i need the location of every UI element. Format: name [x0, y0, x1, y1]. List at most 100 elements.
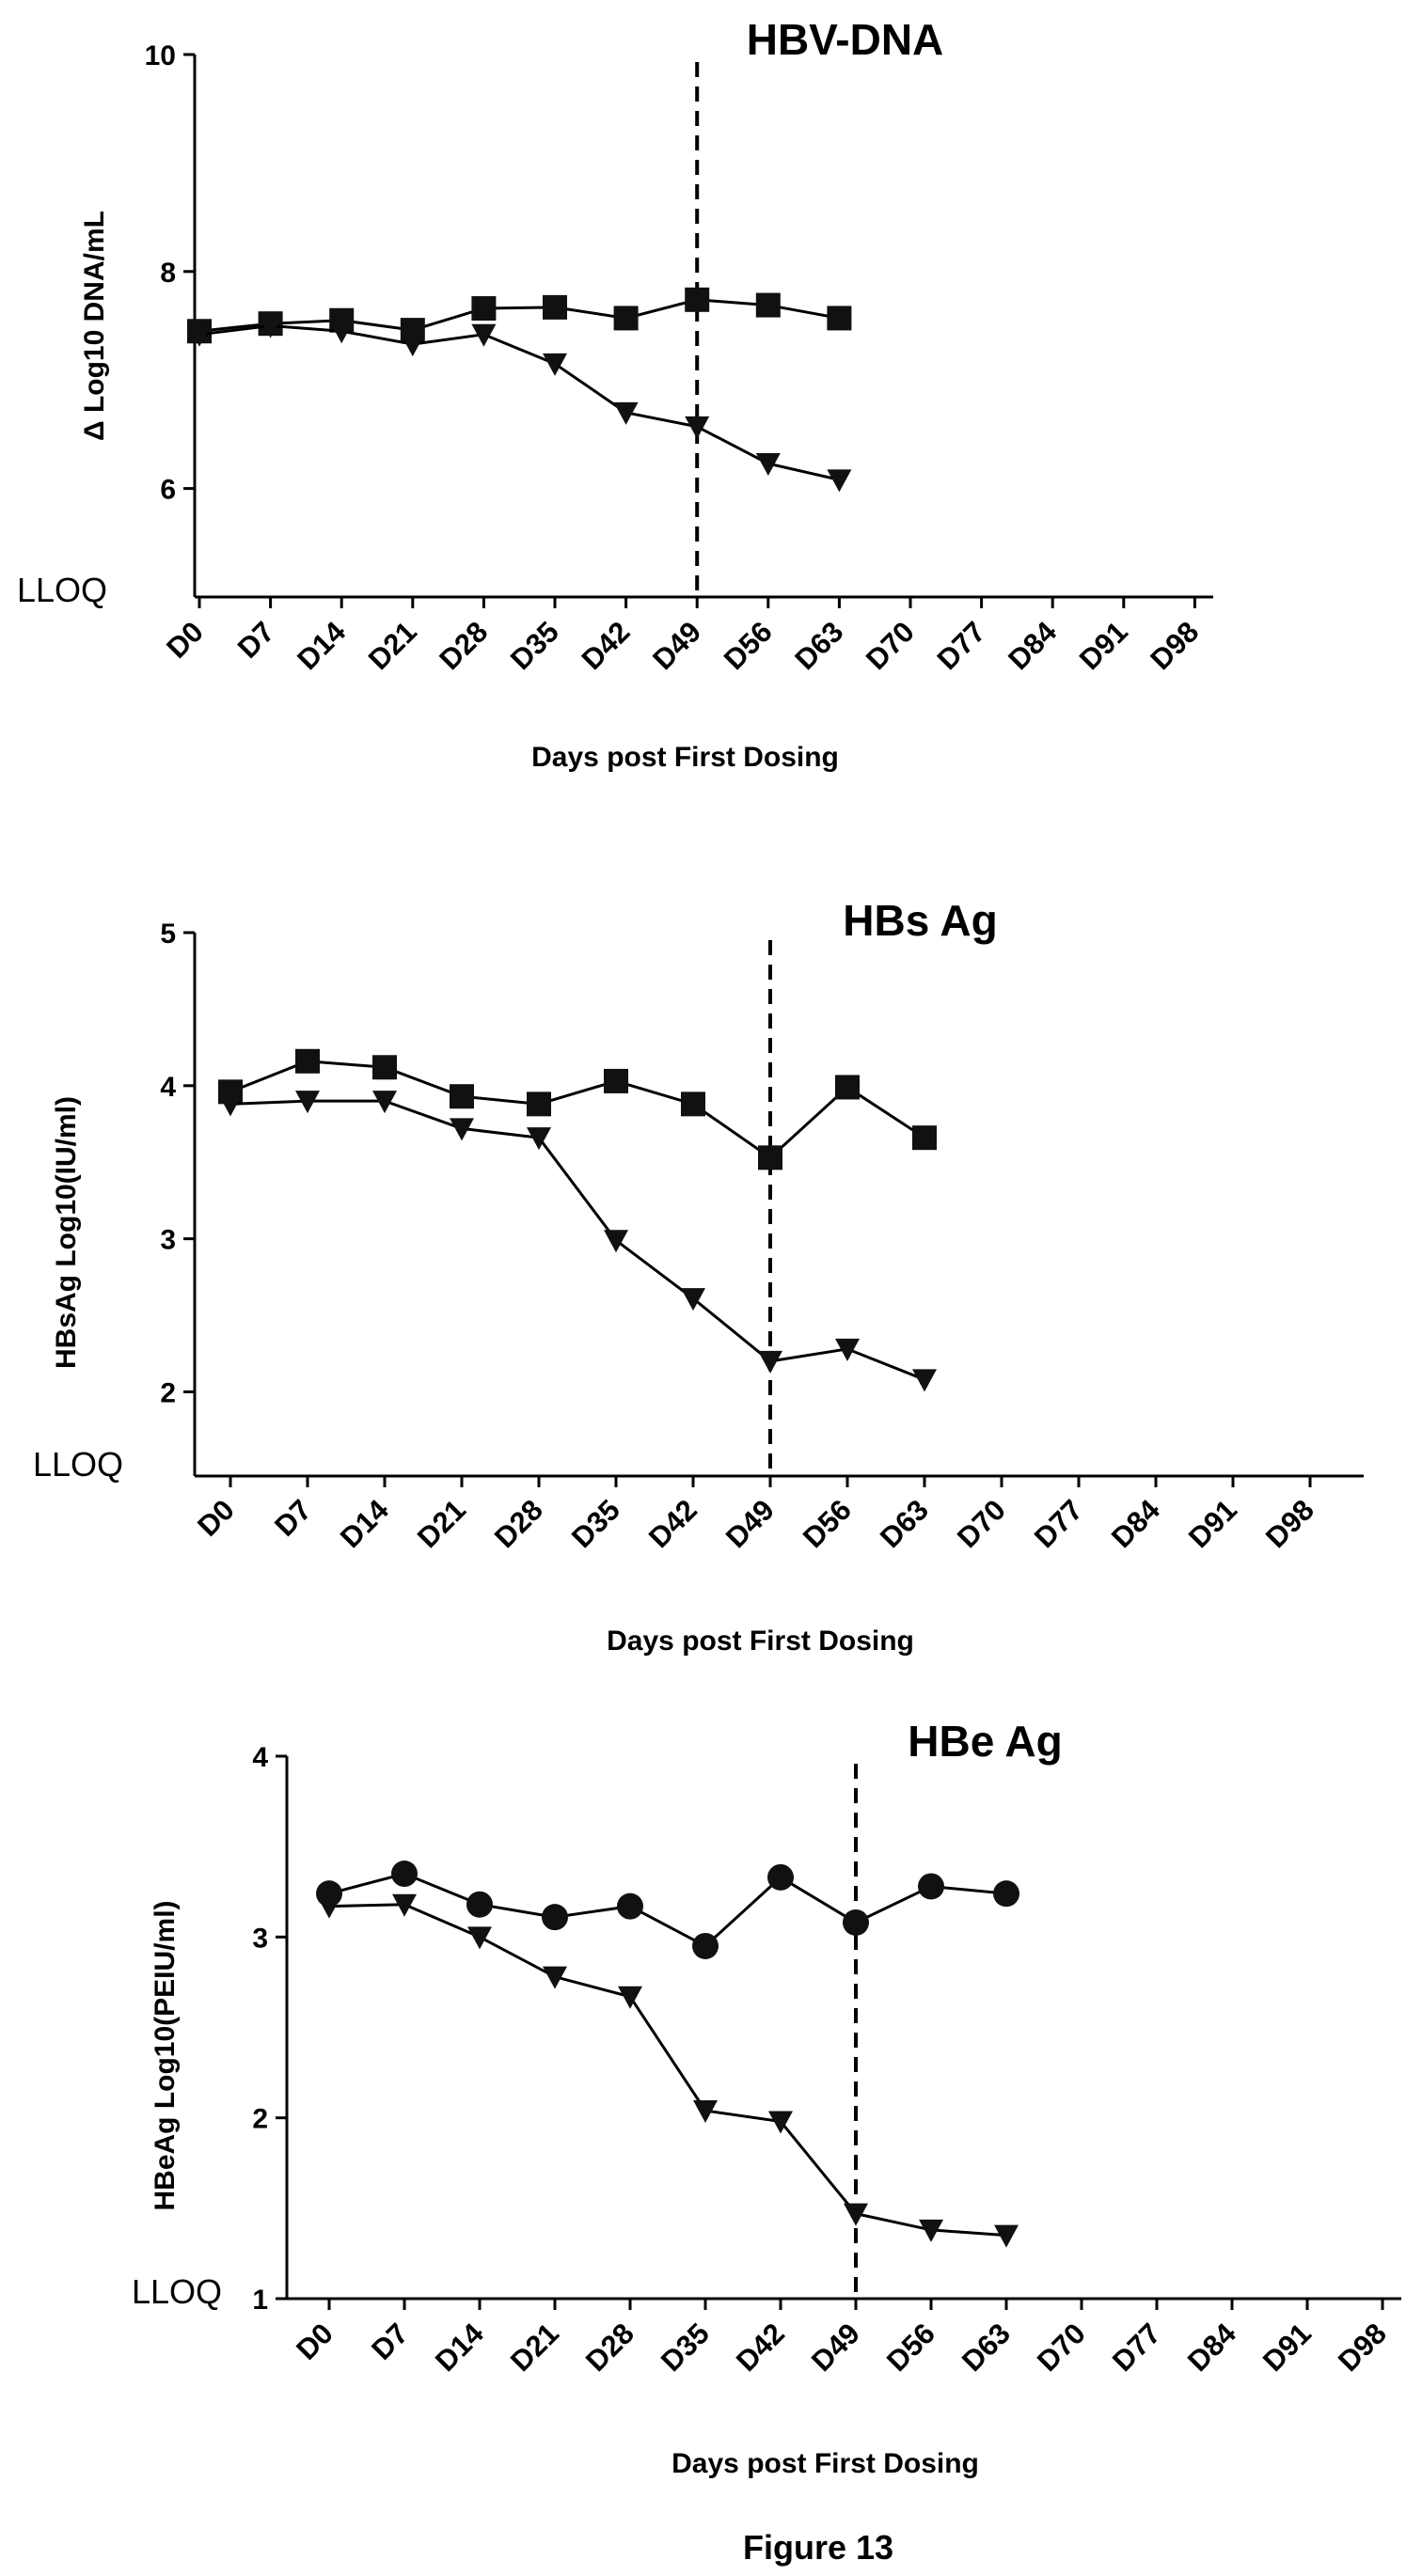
- data-point-triangle: [471, 323, 497, 347]
- data-point-square: [295, 1048, 320, 1074]
- x-tick-label: D7: [365, 2317, 415, 2366]
- chart-1: 6 8 10 D0 D7 D14 D21 D28 D35 D42 D49 D56 D63 D70 D77 D8…: [17, 15, 1213, 773]
- x-tick-label: D84: [1002, 615, 1063, 676]
- data-point-triangle: [827, 469, 852, 493]
- x-tick-label: D14: [429, 2317, 490, 2378]
- x-tick-label: D35: [504, 615, 565, 676]
- data-point-triangle: [768, 2111, 793, 2134]
- y-tick-label: 3: [160, 1225, 176, 1256]
- data-point-triangle: [755, 453, 781, 477]
- chart-title: HBV-DNA: [747, 15, 944, 64]
- data-point-triangle: [994, 2224, 1019, 2248]
- data-point-triangle: [681, 1288, 705, 1312]
- x-tick-label: D42: [576, 615, 637, 676]
- data-point-triangle: [317, 1895, 341, 1919]
- lloq-label: LLOQ: [33, 1445, 123, 1484]
- data-point-square: [758, 1145, 782, 1170]
- y-axis-label: HBsAg Log10(IU/ml): [51, 1096, 82, 1369]
- data-point-square: [835, 1075, 860, 1100]
- data-point-triangle: [467, 1926, 492, 1950]
- x-tick-label: D14: [291, 615, 352, 676]
- data-point-circle: [542, 1904, 568, 1931]
- data-point-square: [543, 294, 567, 320]
- y-tick-label: 4: [252, 1742, 268, 1773]
- data-point-circle: [391, 1861, 418, 1888]
- chart-3: 1 2 3 4 D0 D7 D14 D21 D28 D35 D42 D49 D56 D63 D70 D77 D8…: [132, 1717, 1401, 2479]
- data-point-triangle: [450, 1118, 474, 1141]
- data-point-square: [827, 306, 852, 331]
- x-tick-label: D70: [860, 615, 921, 676]
- data-point-square: [527, 1092, 551, 1117]
- x-tick-label: D42: [730, 2317, 791, 2378]
- data-point-triangle: [912, 1369, 937, 1392]
- x-tick-label: D84: [1105, 1493, 1166, 1554]
- data-point-triangle: [400, 334, 425, 357]
- x-tick-label: D35: [565, 1493, 626, 1554]
- series-line-1: [229, 1060, 925, 1160]
- x-tick-label: D28: [488, 1493, 549, 1554]
- x-tick-label: D0: [160, 615, 210, 665]
- y-axis-label: HBeAg Log10(PEIU/ml): [150, 1900, 181, 2210]
- y-tick-label: 8: [160, 258, 176, 289]
- x-tick-label: D63: [956, 2317, 1017, 2378]
- x-tick-label: D49: [805, 2317, 866, 2378]
- lloq-label: LLOQ: [17, 571, 107, 609]
- x-tick-label: D7: [231, 615, 281, 665]
- data-point-circle: [767, 1863, 794, 1891]
- data-point-triangle: [604, 1230, 628, 1253]
- data-point-triangle: [329, 321, 355, 344]
- data-point-triangle: [372, 1091, 397, 1114]
- data-point-triangle: [543, 353, 567, 376]
- data-point-triangle: [543, 1966, 567, 1989]
- data-point-triangle: [613, 401, 639, 425]
- y-tick-label: 10: [145, 40, 176, 71]
- x-tick-label: D56: [880, 2317, 941, 2378]
- y-axis-label: Δ Log10 DNA/mL: [79, 211, 110, 441]
- x-tick-label: D77: [1106, 2317, 1167, 2378]
- data-point-square: [604, 1068, 628, 1093]
- x-tick-label: D28: [433, 615, 494, 676]
- data-point-triangle: [218, 1093, 243, 1117]
- data-point-square: [755, 292, 781, 318]
- series-line-2: [198, 323, 840, 481]
- chart-title: HBs Ag: [843, 896, 997, 945]
- y-tick-label: 6: [160, 475, 176, 506]
- series-line-1: [328, 1872, 1007, 1948]
- data-point-square: [372, 1055, 397, 1080]
- data-point-triangle: [685, 416, 710, 439]
- x-tick-label: D0: [290, 2317, 340, 2366]
- data-point-square: [613, 306, 639, 331]
- data-point-triangle: [693, 2099, 718, 2123]
- series-line-2: [328, 1903, 1007, 2238]
- data-point-circle: [843, 1908, 869, 1936]
- y-tick-label: 3: [252, 1923, 268, 1954]
- data-point-triangle: [258, 315, 283, 338]
- x-tick-label: D91: [1073, 615, 1134, 676]
- x-tick-label: D7: [268, 1493, 318, 1543]
- y-tick-label: 1: [252, 2285, 268, 2316]
- data-point-triangle: [187, 323, 212, 347]
- x-tick-label: D77: [1028, 1493, 1089, 1554]
- data-point-circle: [918, 1873, 944, 1900]
- data-point-square: [450, 1084, 474, 1109]
- x-tick-label: D28: [579, 2317, 640, 2378]
- data-point-square: [912, 1125, 937, 1151]
- data-point-circle: [692, 1932, 719, 1959]
- series-line-2: [229, 1099, 925, 1381]
- lloq-label: LLOQ: [132, 2272, 222, 2311]
- x-tick-label: D63: [788, 615, 849, 676]
- x-tick-label: D77: [931, 615, 992, 676]
- x-tick-label: D91: [1182, 1493, 1243, 1554]
- data-point-square: [685, 287, 710, 312]
- x-tick-label: D98: [1332, 2317, 1393, 2378]
- x-tick-label: D91: [1256, 2317, 1318, 2378]
- y-tick-label: 4: [160, 1072, 176, 1103]
- data-point-triangle: [919, 2219, 943, 2242]
- series-line-1: [198, 298, 840, 333]
- x-tick-label: D42: [642, 1493, 703, 1554]
- data-point-circle: [466, 1891, 493, 1918]
- x-tick-label: D84: [1181, 2317, 1242, 2378]
- chart-title: HBe Ag: [908, 1717, 1062, 1766]
